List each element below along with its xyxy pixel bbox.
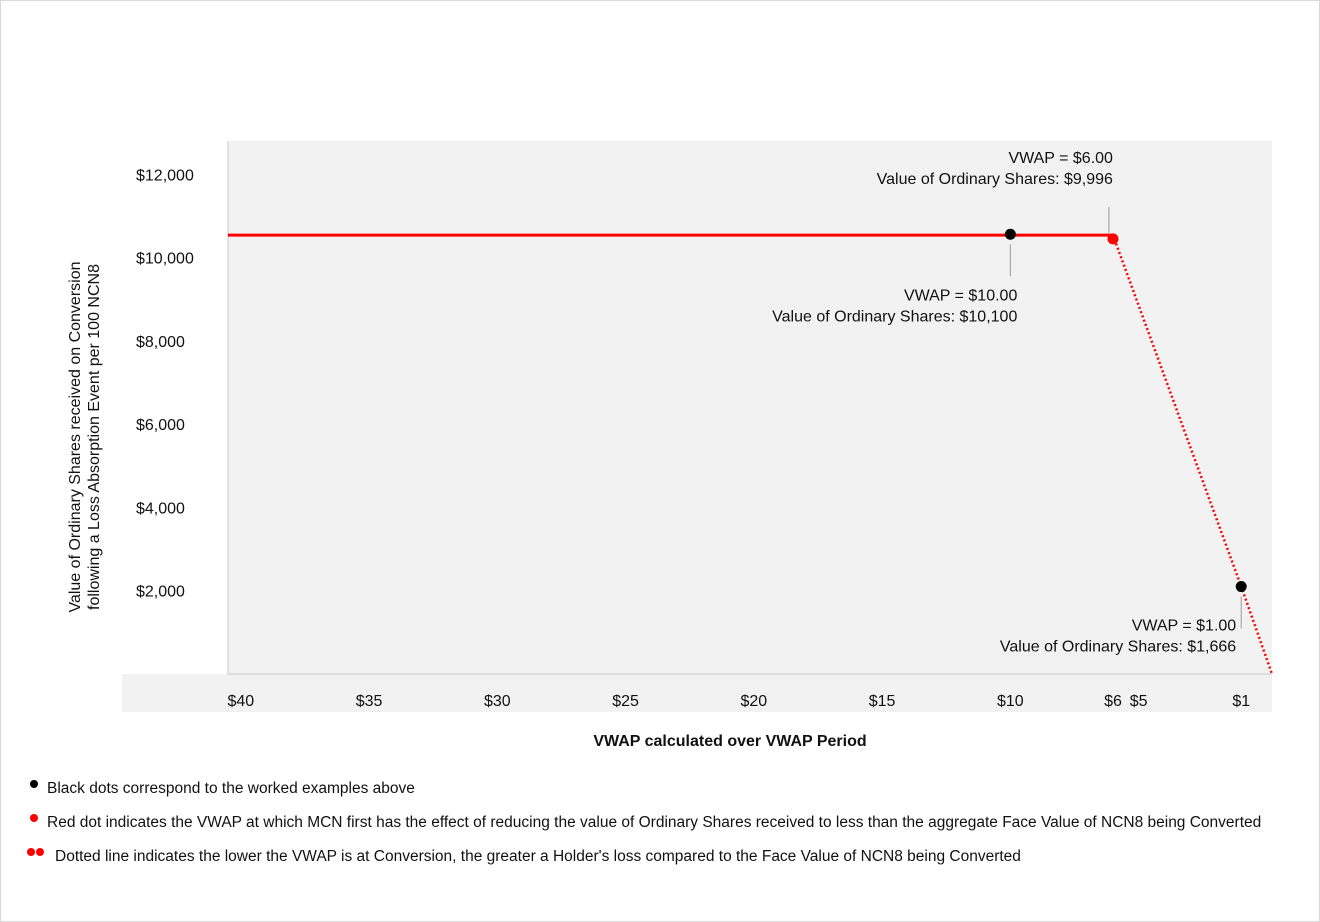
- chart-marks: [228, 206, 1274, 675]
- black-dot-bullet-icon: [30, 780, 38, 788]
- x-tick-label: $30: [484, 693, 511, 710]
- x-axis-band: [122, 674, 1272, 712]
- y-tick-label: $4,000: [136, 500, 185, 517]
- x-tick-label: $15: [869, 693, 896, 710]
- x-tick-label: $5: [1130, 693, 1148, 710]
- annotation-label: Value of Ordinary Shares: $10,100: [772, 308, 1017, 325]
- y-axis-title: Value of Ordinary Shares received on Con…: [67, 262, 84, 613]
- note-black-text: Black dots correspond to the worked exam…: [47, 780, 415, 797]
- note-dotted-line: Dotted line indicates the lower the VWAP…: [27, 846, 1297, 867]
- x-axis-title: VWAP calculated over VWAP Period: [593, 733, 866, 750]
- double-red-dot-bullet-icon: [27, 846, 45, 867]
- x-tick-label: $35: [356, 693, 383, 710]
- annotation-label: VWAP = $10.00: [904, 287, 1018, 304]
- x-tick-label: $25: [612, 693, 639, 710]
- plot-background: [228, 141, 1272, 674]
- annotation-label: VWAP = $6.00: [1008, 150, 1113, 167]
- note-red-text: Red dot indicates the VWAP at which MCN …: [47, 814, 1262, 831]
- plot-area: [122, 141, 1272, 712]
- red-dot-bullet-icon: [30, 814, 38, 822]
- y-tick-label: $2,000: [136, 584, 185, 601]
- chart-labels: $2,000 $4,000 $6,000 $8,000 $10,000 $12,000 $4…: [67, 150, 1250, 750]
- x-tick-label: $40: [227, 693, 254, 710]
- y-tick-label: $6,000: [136, 417, 185, 434]
- chart-notes: Black dots correspond to the worked exam…: [27, 778, 1297, 880]
- note-black-dots: Black dots correspond to the worked exam…: [27, 778, 1297, 799]
- annotation-label: Value of Ordinary Shares: $1,666: [1000, 639, 1236, 656]
- annotation-label: Value of Ordinary Shares: $9,996: [877, 171, 1113, 188]
- y-tick-label: $12,000: [136, 167, 194, 184]
- x-tick-label: $20: [740, 693, 767, 710]
- x-tick-label: $1: [1232, 693, 1250, 710]
- chart: $2,000 $4,000 $6,000 $8,000 $10,000 $12,000 $4…: [67, 141, 1274, 750]
- black-data-point: [1004, 228, 1016, 240]
- x-tick-label: $6: [1104, 693, 1122, 710]
- y-tick-label: $10,000: [136, 251, 194, 268]
- note-red-dot: Red dot indicates the VWAP at which MCN …: [27, 812, 1297, 833]
- black-data-point: [1235, 581, 1247, 593]
- y-axis-title: following a Loss Absorption Event per 10…: [86, 264, 103, 610]
- red-data-point: [1107, 233, 1119, 245]
- x-tick-label: $10: [997, 693, 1024, 710]
- annotation-label: VWAP = $1.00: [1132, 618, 1237, 635]
- note-dotted-text: Dotted line indicates the lower the VWAP…: [55, 848, 1021, 865]
- y-tick-label: $8,000: [136, 334, 185, 351]
